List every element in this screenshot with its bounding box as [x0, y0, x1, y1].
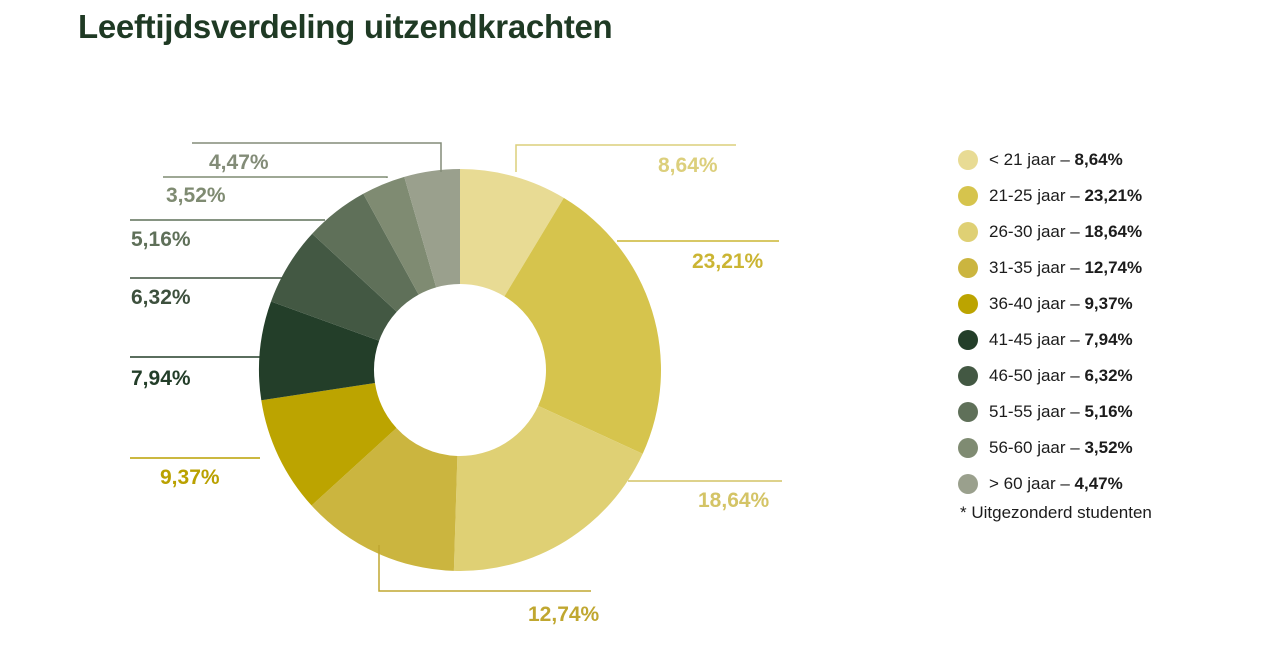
- legend-label: < 21 jaar: [989, 150, 1056, 169]
- legend-label: 46-50 jaar: [989, 366, 1066, 385]
- legend-item-41-45-jaar: 41-45 jaar – 7,94%: [958, 322, 1142, 358]
- value-label-21-jaar: 8,64%: [658, 154, 718, 177]
- chart-title: Leeftijdsverdeling uitzendkrachten: [78, 8, 613, 45]
- legend-value: 12,74%: [1084, 258, 1143, 277]
- legend-value: 3,52%: [1084, 438, 1133, 457]
- value-label-31-35-jaar: 12,74%: [528, 603, 600, 626]
- legend: < 21 jaar – 8,64% 21-25 jaar – 23,21% 26-3…: [958, 142, 1142, 502]
- legend-separator: –: [1065, 186, 1085, 205]
- legend-label: 31-35 jaar: [989, 258, 1066, 277]
- legend-separator: –: [1065, 402, 1085, 421]
- legend-swatch: [958, 294, 978, 314]
- value-label-26-30-jaar: 18,64%: [698, 489, 770, 512]
- legend-separator: –: [1055, 150, 1075, 169]
- value-label-60-jaar: 4,47%: [209, 151, 269, 174]
- legend-value: 6,32%: [1084, 366, 1133, 385]
- callout-line-21-jaar: [515, 144, 736, 172]
- legend-swatch: [958, 402, 978, 422]
- legend-value: 8,64%: [1074, 150, 1123, 169]
- value-label-21-25-jaar: 23,21%: [692, 250, 764, 273]
- legend-swatch: [958, 366, 978, 386]
- legend-label: 26-30 jaar: [989, 222, 1066, 241]
- legend-item-21-25-jaar: 21-25 jaar – 23,21%: [958, 178, 1142, 214]
- legend-value: 7,94%: [1084, 330, 1133, 349]
- footnote: * Uitgezonderd studenten: [960, 503, 1152, 522]
- donut-slice-46-50-jaar: [271, 233, 397, 341]
- donut-slice-60-jaar: [404, 169, 460, 288]
- value-label-41-45-jaar: 7,94%: [131, 367, 191, 390]
- legend-label: 51-55 jaar: [989, 402, 1066, 421]
- legend-label: 36-40 jaar: [989, 294, 1066, 313]
- legend-item-36-40-jaar: 36-40 jaar – 9,37%: [958, 286, 1142, 322]
- legend-value: 18,64%: [1084, 222, 1143, 241]
- legend-item-21-jaar: < 21 jaar – 8,64%: [958, 142, 1142, 178]
- donut-slice-36-40-jaar: [261, 382, 397, 506]
- legend-swatch: [958, 186, 978, 206]
- callout-line-31-35-jaar: [378, 545, 591, 592]
- callout-line-56-60-jaar: [163, 176, 388, 178]
- legend-separator: –: [1065, 222, 1085, 241]
- value-label-51-55-jaar: 5,16%: [131, 228, 191, 251]
- legend-item-60-jaar: > 60 jaar – 4,47%: [958, 466, 1142, 502]
- donut-slice-26-30-jaar: [453, 405, 643, 571]
- legend-separator: –: [1065, 366, 1085, 385]
- donut-slice-41-45-jaar: [259, 301, 380, 401]
- legend-swatch: [958, 150, 978, 170]
- legend-item-56-60-jaar: 56-60 jaar – 3,52%: [958, 430, 1142, 466]
- legend-value: 9,37%: [1084, 294, 1133, 313]
- legend-value: 23,21%: [1084, 186, 1143, 205]
- legend-label: 21-25 jaar: [989, 186, 1066, 205]
- legend-label: 56-60 jaar: [989, 438, 1066, 457]
- legend-value: 4,47%: [1074, 474, 1123, 493]
- donut-slice-31-35-jaar: [311, 427, 458, 571]
- legend-swatch: [958, 330, 978, 350]
- callout-line-60-jaar: [192, 142, 442, 172]
- legend-swatch: [958, 222, 978, 242]
- legend-label: > 60 jaar: [989, 474, 1056, 493]
- legend-separator: –: [1055, 474, 1075, 493]
- legend-value: 5,16%: [1084, 402, 1133, 421]
- legend-separator: –: [1065, 330, 1085, 349]
- value-label-56-60-jaar: 3,52%: [166, 184, 226, 207]
- donut-slice-21-25-jaar: [504, 197, 661, 454]
- legend-item-26-30-jaar: 26-30 jaar – 18,64%: [958, 214, 1142, 250]
- legend-item-51-55-jaar: 51-55 jaar – 5,16%: [958, 394, 1142, 430]
- legend-separator: –: [1065, 258, 1085, 277]
- legend-swatch: [958, 258, 978, 278]
- legend-label: 41-45 jaar: [989, 330, 1066, 349]
- legend-separator: –: [1065, 294, 1085, 313]
- donut-slice-56-60-jaar: [363, 176, 437, 295]
- value-label-46-50-jaar: 6,32%: [131, 286, 191, 309]
- value-label-36-40-jaar: 9,37%: [160, 466, 220, 489]
- legend-item-46-50-jaar: 46-50 jaar – 6,32%: [958, 358, 1142, 394]
- legend-separator: –: [1065, 438, 1085, 457]
- legend-swatch: [958, 474, 978, 494]
- donut-slice-51-55-jaar: [312, 193, 419, 312]
- legend-item-31-35-jaar: 31-35 jaar – 12,74%: [958, 250, 1142, 286]
- legend-swatch: [958, 438, 978, 458]
- donut-slice-21-jaar: [460, 169, 564, 297]
